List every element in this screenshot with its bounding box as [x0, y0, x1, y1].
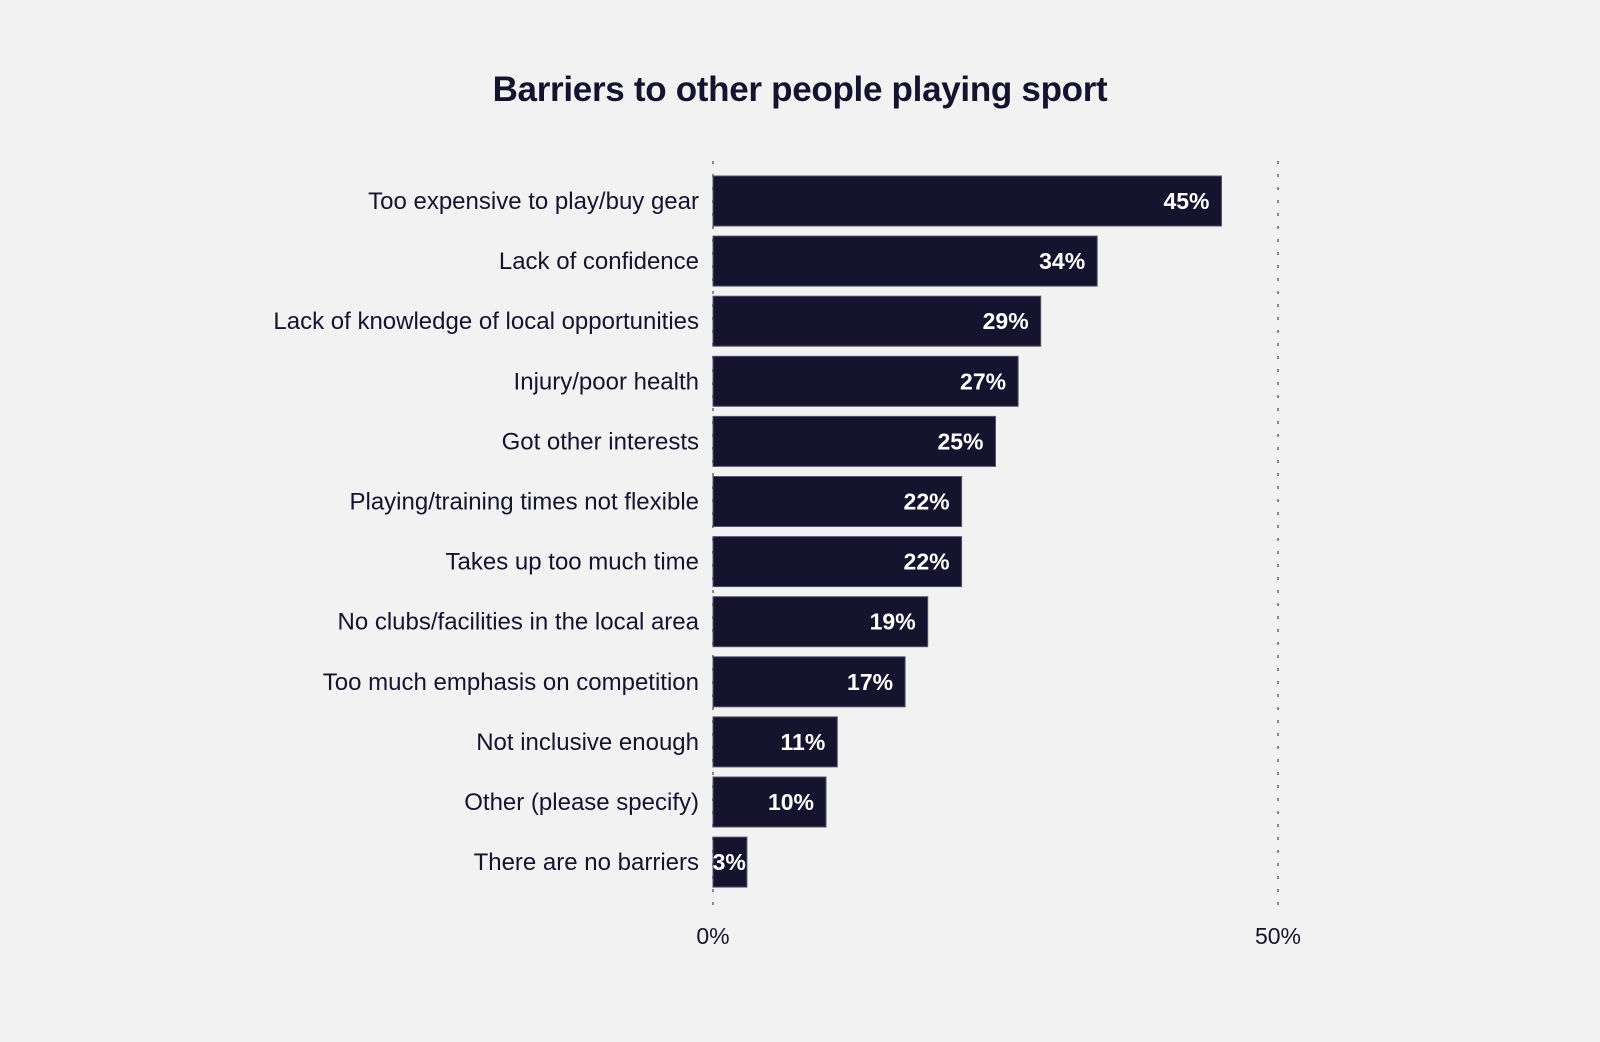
category-label: Playing/training times not flexible — [349, 489, 699, 516]
bar — [712, 175, 1222, 227]
category-label: Injury/poor health — [514, 368, 699, 395]
x-tick-label: 0% — [696, 923, 729, 949]
bar — [712, 656, 906, 708]
data-label: 27% — [960, 368, 1006, 394]
bar — [712, 235, 1098, 287]
bar — [712, 355, 1019, 407]
data-label: 29% — [983, 308, 1029, 334]
category-label: There are no barriers — [474, 849, 699, 876]
bar — [712, 536, 963, 588]
bar — [712, 716, 838, 768]
data-label: 11% — [781, 729, 826, 755]
data-label: 45% — [1163, 188, 1209, 214]
category-label: Too expensive to play/buy gear — [368, 188, 699, 215]
data-label: 3% — [713, 849, 746, 875]
data-label: 22% — [904, 489, 950, 515]
bar — [712, 596, 929, 648]
chart-title: Barriers to other people playing sport — [492, 70, 1108, 109]
data-label: 34% — [1039, 248, 1085, 274]
data-label: 22% — [904, 549, 950, 575]
data-label: 25% — [937, 428, 983, 454]
category-label: Too much emphasis on competition — [323, 669, 699, 696]
bar — [712, 476, 963, 527]
category-label: Got other interests — [502, 428, 699, 455]
data-label: 10% — [768, 789, 814, 815]
bar — [712, 295, 1042, 347]
category-label: Takes up too much time — [446, 549, 699, 576]
bar — [712, 836, 748, 888]
category-label: No clubs/facilities in the local area — [337, 609, 699, 636]
data-label: 17% — [847, 669, 893, 695]
category-label: Lack of confidence — [499, 248, 699, 275]
x-tick-label: 50% — [1255, 923, 1301, 949]
data-label: 19% — [870, 609, 916, 635]
bar — [712, 776, 827, 828]
bar — [712, 415, 996, 467]
category-label: Lack of knowledge of local opportunities — [273, 308, 699, 335]
category-label: Other (please specify) — [464, 789, 699, 816]
category-label: Not inclusive enough — [476, 729, 699, 756]
